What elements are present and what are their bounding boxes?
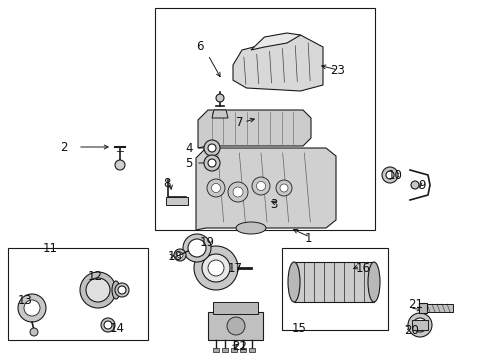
Circle shape bbox=[204, 155, 220, 171]
Text: 4: 4 bbox=[185, 141, 193, 154]
Ellipse shape bbox=[368, 262, 380, 302]
Circle shape bbox=[276, 180, 292, 196]
Text: 9: 9 bbox=[418, 179, 425, 192]
Circle shape bbox=[80, 272, 116, 308]
Circle shape bbox=[208, 260, 224, 276]
Text: 1: 1 bbox=[305, 231, 313, 244]
Text: 21: 21 bbox=[408, 298, 423, 311]
Ellipse shape bbox=[236, 222, 266, 234]
Text: 16: 16 bbox=[356, 261, 371, 274]
Ellipse shape bbox=[112, 281, 120, 299]
Polygon shape bbox=[212, 110, 228, 118]
Text: 12: 12 bbox=[88, 270, 103, 283]
Bar bbox=[8, 248, 148, 340]
Circle shape bbox=[101, 318, 115, 332]
Bar bbox=[222, 348, 228, 352]
Text: 8: 8 bbox=[163, 176, 171, 189]
Circle shape bbox=[115, 283, 129, 297]
Circle shape bbox=[212, 184, 220, 193]
Circle shape bbox=[386, 171, 394, 179]
Text: 17: 17 bbox=[228, 261, 243, 274]
Circle shape bbox=[382, 167, 398, 183]
Circle shape bbox=[118, 286, 126, 294]
Circle shape bbox=[233, 187, 243, 197]
Circle shape bbox=[204, 140, 220, 156]
Circle shape bbox=[208, 159, 216, 167]
Bar bbox=[155, 8, 375, 230]
Bar bbox=[240, 348, 246, 352]
Circle shape bbox=[207, 179, 225, 197]
Text: 5: 5 bbox=[185, 157, 193, 170]
Circle shape bbox=[252, 177, 270, 195]
Circle shape bbox=[24, 300, 40, 316]
Bar bbox=[249, 348, 255, 352]
Bar bbox=[425, 304, 453, 312]
Bar bbox=[208, 312, 263, 340]
Circle shape bbox=[228, 182, 248, 202]
Text: 15: 15 bbox=[292, 321, 307, 334]
Circle shape bbox=[413, 318, 427, 332]
Circle shape bbox=[174, 249, 186, 261]
Circle shape bbox=[104, 321, 112, 329]
Text: 14: 14 bbox=[110, 321, 125, 334]
Bar bbox=[213, 348, 219, 352]
Circle shape bbox=[18, 294, 46, 322]
Bar bbox=[231, 348, 237, 352]
Text: 20: 20 bbox=[404, 324, 419, 337]
Circle shape bbox=[216, 94, 224, 102]
Ellipse shape bbox=[288, 262, 300, 302]
Ellipse shape bbox=[227, 317, 245, 335]
Circle shape bbox=[183, 234, 211, 262]
Text: 7: 7 bbox=[236, 116, 244, 129]
Circle shape bbox=[411, 181, 419, 189]
Circle shape bbox=[202, 254, 230, 282]
Text: 10: 10 bbox=[388, 168, 403, 181]
Bar bbox=[412, 320, 428, 330]
Circle shape bbox=[86, 278, 110, 302]
Circle shape bbox=[30, 328, 38, 336]
Text: 6: 6 bbox=[196, 40, 203, 53]
Text: 23: 23 bbox=[330, 63, 345, 77]
Circle shape bbox=[256, 181, 266, 190]
Text: 19: 19 bbox=[200, 235, 215, 248]
Circle shape bbox=[188, 239, 206, 257]
Circle shape bbox=[177, 252, 183, 258]
Polygon shape bbox=[233, 35, 323, 91]
Bar bbox=[166, 197, 188, 205]
Polygon shape bbox=[198, 110, 311, 148]
Text: 18: 18 bbox=[168, 249, 183, 262]
Circle shape bbox=[208, 144, 216, 152]
Circle shape bbox=[408, 313, 432, 337]
Circle shape bbox=[280, 184, 288, 192]
Bar bbox=[213, 302, 258, 314]
Text: 13: 13 bbox=[18, 293, 33, 306]
Text: 2: 2 bbox=[60, 140, 68, 153]
Text: 3: 3 bbox=[270, 198, 277, 211]
Text: 22: 22 bbox=[232, 339, 247, 352]
Polygon shape bbox=[251, 33, 300, 50]
Bar bbox=[282, 248, 388, 330]
Circle shape bbox=[115, 160, 125, 170]
Text: 11: 11 bbox=[43, 242, 58, 255]
Bar bbox=[419, 303, 427, 313]
Polygon shape bbox=[196, 148, 336, 230]
Bar bbox=[294, 262, 374, 302]
Circle shape bbox=[194, 246, 238, 290]
